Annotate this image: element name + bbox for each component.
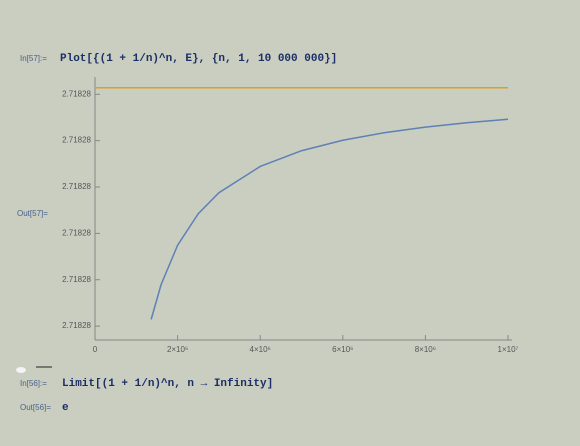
x-tick-label: 6×10⁶ xyxy=(332,345,353,354)
x-tick-label: 8×10⁶ xyxy=(415,345,436,354)
x-tick-label: 2×10⁶ xyxy=(167,345,188,354)
result: e xyxy=(62,402,69,414)
y-tick-label: 2.71828 xyxy=(62,136,91,145)
cell-icon xyxy=(16,367,26,373)
in-label: In[57]:= xyxy=(20,54,47,63)
plot: 2.71828 2.71828 2.71828 2.71828 2.71828 2.718… xyxy=(62,77,519,354)
x-tick-label: 0 xyxy=(93,345,98,354)
line-series xyxy=(150,118,509,320)
code[interactable]: Plot[{(1 + 1/n)^n, E}, {n, 1, 10 000 000… xyxy=(60,53,337,65)
y-tick-label: 2.71828 xyxy=(62,275,91,284)
y-tick-label: 2.71828 xyxy=(62,321,91,330)
y-tick-label: 2.71828 xyxy=(62,228,91,237)
in-label: In[56]:= xyxy=(20,379,47,388)
out-label: Out[57]= xyxy=(17,209,48,218)
code[interactable]: Limit[(1 + 1/n)^n, n → Infinity] xyxy=(62,378,273,390)
y-tick-label: 2.71828 xyxy=(62,89,91,98)
x-tick-label: 4×10⁶ xyxy=(250,345,271,354)
out-label: Out[56]= xyxy=(20,403,51,412)
x-tick-label: 1×10⁷ xyxy=(498,345,519,354)
y-tick-label: 2.71828 xyxy=(62,182,91,191)
